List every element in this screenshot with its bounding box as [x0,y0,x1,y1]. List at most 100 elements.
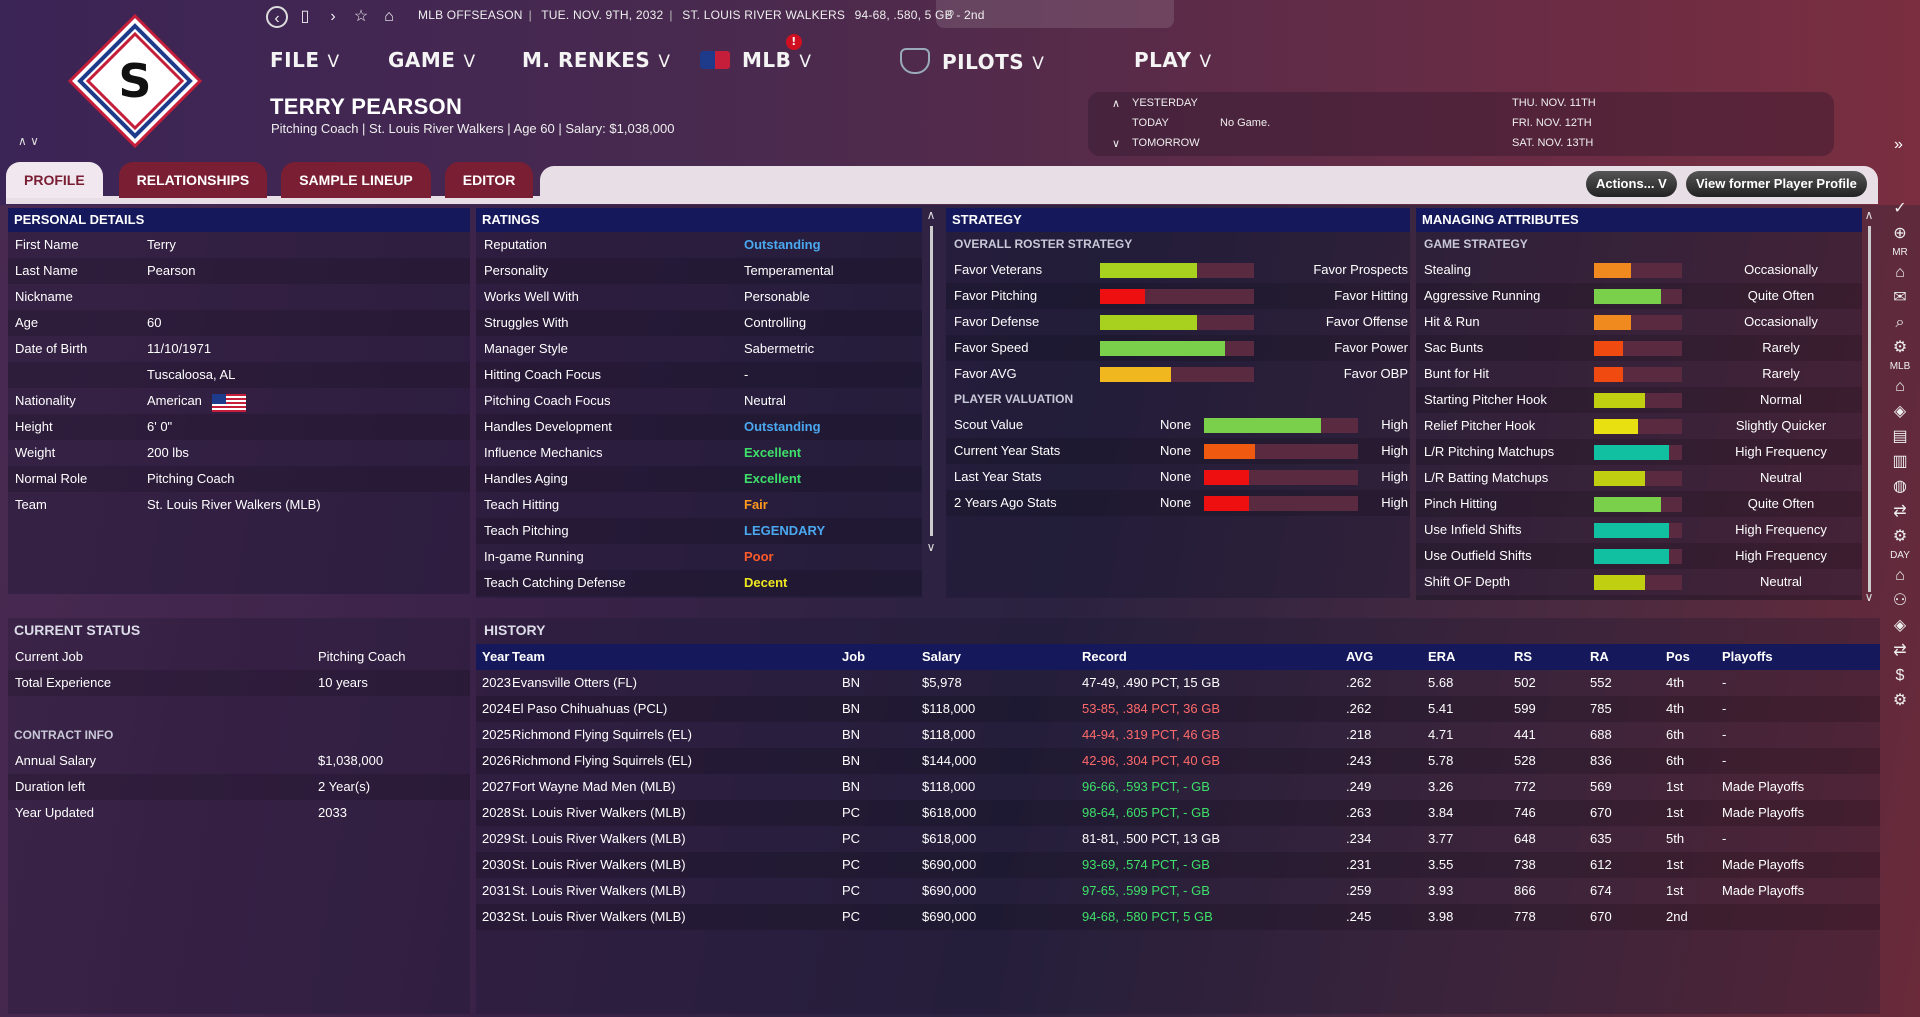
home-icon[interactable]: ⌂ [1895,378,1905,395]
managing-slider[interactable] [1594,419,1682,434]
managing-slider[interactable] [1594,523,1682,538]
menu-play[interactable]: PLAY V [1134,48,1212,72]
history-row[interactable]: 2023 Evansville Otters (FL) BN $5,978 47-49,… [476,670,1880,696]
star-icon[interactable]: ☆ [353,8,369,25]
valuation-slider[interactable] [1204,496,1358,511]
managing-slider[interactable] [1594,367,1682,382]
back-icon[interactable]: ‹ [266,6,288,28]
history-row[interactable]: 2024 El Paso Chihuahuas (PCL) BN $118,000 53… [476,696,1880,722]
page-icon[interactable]: ▯ [300,8,310,25]
home-icon[interactable]: ⌂ [384,8,394,25]
gear-icon[interactable]: ⚙ [1892,692,1908,709]
view-former-profile-button[interactable]: View former Player Profile [1686,171,1867,197]
history-row[interactable]: 2026 Richmond Flying Squirrels (EL) BN $144… [476,748,1880,774]
team-label: ST. LOUIS RIVER WALKERS [682,8,846,22]
history-header-cell[interactable]: Year [482,649,510,664]
schedule-day-1[interactable]: THU. NOV. 11TH [1512,97,1596,109]
check-icon[interactable]: ✓ [1893,200,1907,217]
forward-icon[interactable]: › [330,8,336,25]
history-row[interactable]: 2032 St. Louis River Walkers (MLB) PC $690,… [476,904,1880,930]
tab-relationships[interactable]: RELATIONSHIPS [118,162,268,198]
strategy-slider-fill [1100,341,1225,356]
managing-slider[interactable] [1594,289,1682,304]
gear-icon[interactable]: ⚙ [1892,339,1908,356]
ratings-scrollbar[interactable]: ∧ ∨ [924,208,938,600]
diamond-icon[interactable]: ◈ [1893,617,1907,634]
history-header-cell[interactable]: Job [842,649,866,664]
managing-slider[interactable] [1594,549,1682,564]
scroll-down-icon[interactable]: ∨ [1864,590,1874,604]
scroll-down-icon[interactable]: ∨ [926,540,936,554]
team-logo[interactable]: S [68,14,202,148]
history-header-cell[interactable]: ERA [1428,649,1456,664]
strategy-slider[interactable] [1100,367,1254,382]
scroll-down-icon[interactable]: ∨ [1112,138,1121,150]
menu-pilots[interactable]: PILOTS V [900,48,1044,74]
collapse-arrows[interactable]: ∧ ∨ [18,134,39,148]
tab-profile[interactable]: PROFILE [6,162,103,198]
globe-icon[interactable]: ⊕ [1893,225,1907,242]
chart-icon[interactable]: ▥ [1892,453,1908,470]
managing-slider[interactable] [1594,263,1682,278]
search-box[interactable]: ⌕ [936,0,1174,28]
history-row[interactable]: 2028 St. Louis River Walkers (MLB) PC $618,… [476,800,1880,826]
history-header-cell[interactable]: Playoffs [1722,649,1773,664]
valuation-slider[interactable] [1204,418,1358,433]
menu-play-label: PLAY [1134,48,1192,72]
managing-slider[interactable] [1594,393,1682,408]
managing-slider[interactable] [1594,445,1682,460]
home-icon[interactable]: ⌂ [1895,264,1905,281]
valuation-slider[interactable] [1204,470,1358,485]
actions-button[interactable]: Actions... V [1586,171,1677,197]
history-header-cell[interactable]: RA [1590,649,1609,664]
search-icon[interactable]: ⌕ [1895,314,1905,331]
history-row[interactable]: 2029 St. Louis River Walkers (MLB) PC $618,… [476,826,1880,852]
managing-slider[interactable] [1594,471,1682,486]
menu-manager[interactable]: M. RENKES V [522,48,670,72]
history-row[interactable]: 2027 Fort Wayne Mad Men (MLB) BN $118,000 96… [476,774,1880,800]
strategy-slider[interactable] [1100,341,1254,356]
transfer-icon[interactable]: ⇄ [1893,503,1907,520]
history-cell: .262 [1346,675,1372,690]
menu-mlb[interactable]: MLB V ! [700,34,812,72]
scroll-up-icon[interactable]: ∧ [1864,208,1874,222]
history-header-cell[interactable]: Team [512,649,545,664]
strategy-slider[interactable] [1100,263,1254,278]
search-icon[interactable]: ⌕ [946,3,956,22]
history-header-cell[interactable]: AVG [1346,649,1374,664]
tab-sample-lineup[interactable]: SAMPLE LINEUP [281,162,431,198]
scroll-up-icon[interactable]: ∧ [1112,98,1121,110]
expand-icon[interactable]: » [1894,136,1903,153]
chevron-down-icon: V [799,52,812,72]
schedule-day-2[interactable]: FRI. NOV. 12TH [1512,117,1592,129]
dollar-icon[interactable]: $ [1895,667,1905,684]
history-header-cell[interactable]: Salary [922,649,962,664]
valuation-slider[interactable] [1204,444,1358,459]
scroll-up-icon[interactable]: ∧ [926,208,936,222]
schedule-day-3[interactable]: SAT. NOV. 13TH [1512,137,1594,149]
managing-slider[interactable] [1594,497,1682,512]
managing-scrollbar[interactable]: ∧ ∨ [1862,208,1876,604]
baseball-icon[interactable]: ◍ [1893,478,1907,495]
diamond-icon[interactable]: ◈ [1893,403,1907,420]
history-row[interactable]: 2031 St. Louis River Walkers (MLB) PC $690,… [476,878,1880,904]
roster-icon[interactable]: ⚇ [1892,592,1908,609]
history-header-cell[interactable]: Record [1082,649,1127,664]
mail-icon[interactable]: ✉ [1893,289,1907,306]
menu-file[interactable]: FILE V [270,48,340,72]
gear-icon[interactable]: ⚙ [1892,528,1908,545]
tab-editor[interactable]: EDITOR [444,162,534,198]
strategy-slider[interactable] [1100,315,1254,330]
history-row[interactable]: 2030 St. Louis River Walkers (MLB) PC $690,… [476,852,1880,878]
managing-slider[interactable] [1594,315,1682,330]
home-icon[interactable]: ⌂ [1895,567,1905,584]
history-row[interactable]: 2025 Richmond Flying Squirrels (EL) BN $118… [476,722,1880,748]
menu-game[interactable]: GAME V [388,48,476,72]
managing-slider[interactable] [1594,341,1682,356]
strategy-slider[interactable] [1100,289,1254,304]
history-header-cell[interactable]: RS [1514,649,1533,664]
transfer-icon[interactable]: ⇄ [1893,642,1907,659]
card-icon[interactable]: ▤ [1892,428,1908,445]
history-header-cell[interactable]: Pos [1666,649,1690,664]
managing-slider[interactable] [1594,575,1682,590]
